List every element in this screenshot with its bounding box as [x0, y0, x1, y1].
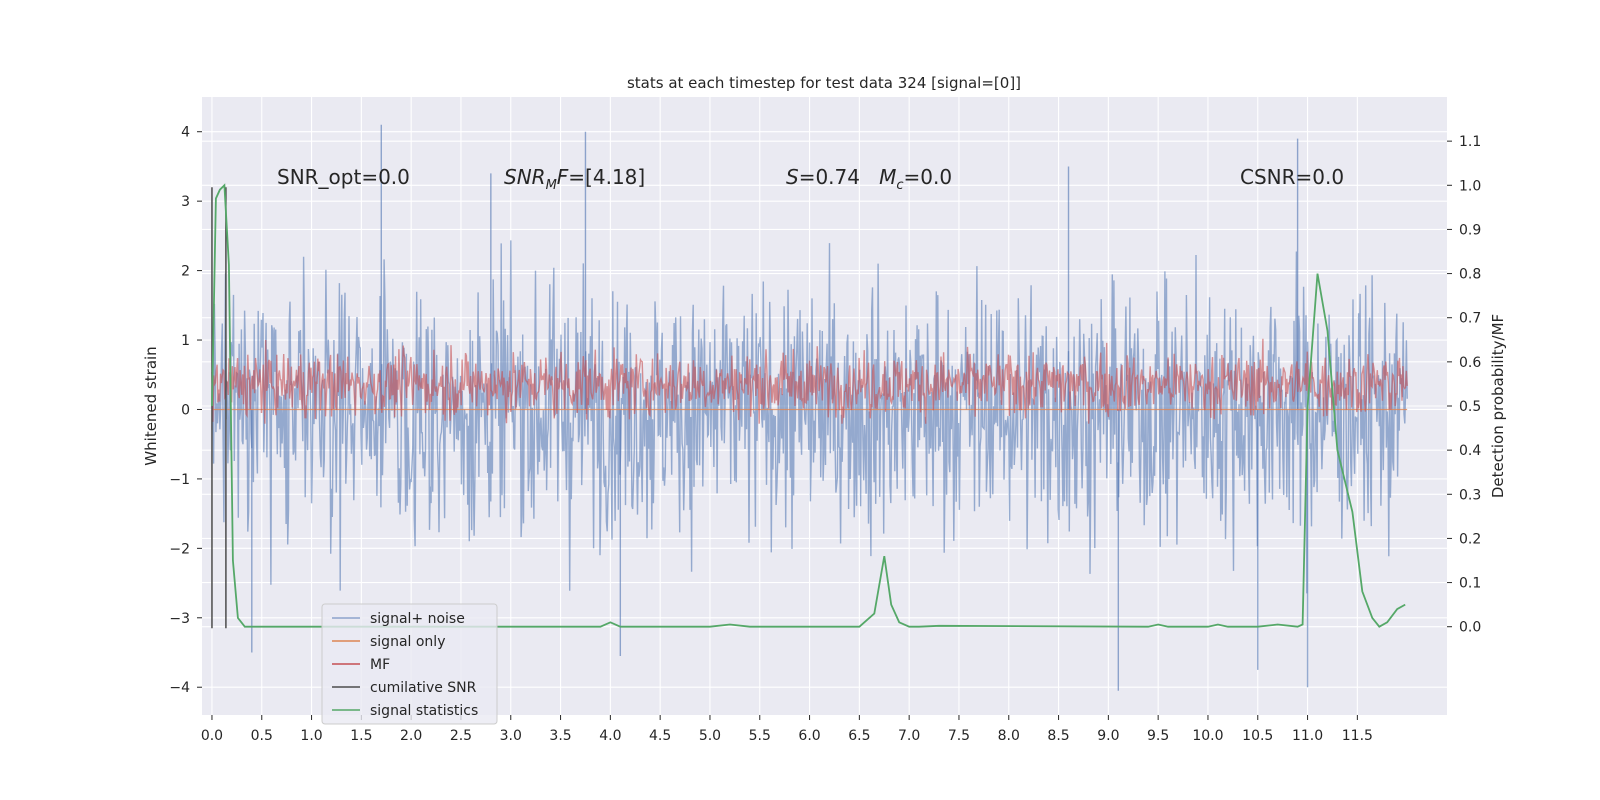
y-tick-label-right: 0.1 — [1459, 576, 1481, 592]
legend: signal+ noise signal only MF cumilative SNR… — [321, 603, 498, 725]
x-tick-label: 2.0 — [400, 728, 422, 744]
y-tick-label-left: 0 — [181, 402, 190, 418]
y-axis-label-right: Detection probability/MF — [1489, 314, 1507, 498]
series-mf — [211, 338, 1408, 424]
x-tick-label: 6.0 — [798, 728, 820, 744]
series-signal-plus-noise — [211, 240, 1408, 594]
y-tick-label-left: −1 — [169, 472, 190, 488]
y-tick-label-left: 1 — [181, 333, 190, 349]
annotation-s-mc: S=0.74 Mc=0.0 — [786, 165, 952, 193]
annotation-csnr: CSNR=0.0 — [1240, 165, 1344, 189]
x-tick-label: 8.0 — [998, 728, 1020, 744]
x-tick-label: 11.0 — [1292, 728, 1323, 744]
x-tick-label: 7.0 — [898, 728, 920, 744]
y-tick-label-left: 4 — [181, 125, 190, 141]
legend-label: cumilative SNR — [370, 680, 477, 696]
y-tick-label-left: 3 — [181, 194, 190, 210]
y-tick-label-left: 2 — [181, 264, 190, 280]
x-tick-label: 8.5 — [1047, 728, 1069, 744]
x-tick-label: 9.0 — [1097, 728, 1119, 744]
legend-label: signal only — [370, 634, 445, 650]
y-tick-label-right: 1.0 — [1459, 178, 1481, 194]
y-tick-label-left: −2 — [169, 541, 190, 557]
y-tick-label-right: 0.4 — [1459, 443, 1481, 459]
annotations: SNR_opt=0.0 SNRMF=[4.18] S=0.74 Mc=0.0 CSNR… — [277, 165, 1344, 193]
x-tick-label: 1.0 — [300, 728, 322, 744]
legend-label: signal+ noise — [370, 611, 465, 627]
x-tick-label: 11.5 — [1342, 728, 1373, 744]
y-tick-label-left: −3 — [169, 611, 190, 627]
legend-label: signal statistics — [370, 703, 478, 719]
x-tick-label: 3.0 — [500, 728, 522, 744]
legend-box — [321, 603, 498, 725]
series-signal-statistics — [211, 183, 1406, 628]
y-tick-label-right: 0.7 — [1459, 311, 1481, 327]
chart-title: stats at each timestep for test data 324… — [627, 74, 1021, 92]
data-layer — [211, 124, 1408, 691]
y-tick-label-right: 0.8 — [1459, 267, 1481, 283]
x-tick-label: 4.5 — [649, 728, 671, 744]
x-tick-label: 5.5 — [749, 728, 771, 744]
y-tick-label-right: 0.3 — [1459, 487, 1481, 503]
axes: 0.0 0.5 1.0 1.5 2.0 2.5 3.0 3.5 4.0 4.5 5.0 5.5 6.0 6… — [169, 125, 1481, 744]
x-tick-label: 10.5 — [1242, 728, 1273, 744]
x-tick-label: 6.5 — [848, 728, 870, 744]
x-tick-label: 5.0 — [699, 728, 721, 744]
x-tick-label: 3.5 — [549, 728, 571, 744]
annotation-snr-mf: SNRMF=[4.18] — [504, 165, 645, 193]
legend-label: MF — [370, 657, 390, 673]
y-tick-label-left: −4 — [169, 680, 190, 696]
x-tick-label: 10.0 — [1192, 728, 1223, 744]
x-tick-label: 4.0 — [599, 728, 621, 744]
x-tick-label: 1.5 — [350, 728, 372, 744]
y-tick-label-right: 0.6 — [1459, 355, 1481, 371]
x-tick-label: 7.5 — [948, 728, 970, 744]
y-tick-label-right: 0.2 — [1459, 531, 1481, 547]
x-tick-label: 0.0 — [201, 728, 223, 744]
y-axis-label-left: Whitened strain — [142, 346, 160, 465]
annotation-snr-opt: SNR_opt=0.0 — [277, 165, 410, 189]
y-tick-label-right: 0.0 — [1459, 620, 1481, 636]
y-tick-label-right: 0.9 — [1459, 222, 1481, 238]
x-tick-label: 0.5 — [251, 728, 273, 744]
y-tick-label-right: 1.1 — [1459, 134, 1481, 150]
x-tick-label: 2.5 — [450, 728, 472, 744]
x-tick-label: 9.5 — [1147, 728, 1169, 744]
y-tick-label-right: 0.5 — [1459, 399, 1481, 415]
